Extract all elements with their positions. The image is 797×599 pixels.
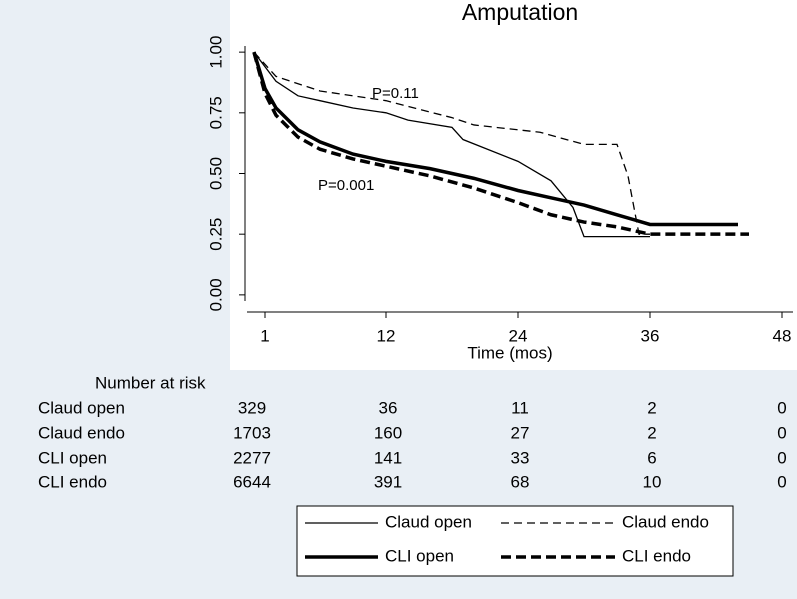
risk-count: 0 <box>777 423 786 442</box>
x-tick-label: 48 <box>773 326 792 345</box>
risk-count: 27 <box>511 423 530 442</box>
x-tick-label: 36 <box>641 326 660 345</box>
legend <box>296 505 734 577</box>
risk-count: 160 <box>374 423 402 442</box>
risk-count: 11 <box>511 398 529 417</box>
risk-count: 2 <box>647 398 656 417</box>
risk-count: 6 <box>647 448 656 467</box>
risk-row-label: CLI open <box>38 448 107 467</box>
risk-count: 36 <box>379 398 398 417</box>
survival-curve <box>253 51 650 235</box>
risk-count: 68 <box>511 472 530 491</box>
risk-count: 329 <box>238 398 266 417</box>
survival-curve <box>252 51 749 236</box>
y-tick-label: 0.50 <box>206 157 225 190</box>
x-tick-label: 12 <box>377 326 396 345</box>
legend-label: Claud open <box>385 512 472 531</box>
risk-count: 6644 <box>233 472 271 491</box>
legend-label: Claud endo <box>622 512 709 531</box>
risk-row-label: Claud open <box>38 398 125 417</box>
risk-count: 0 <box>777 398 786 417</box>
y-tick-label: 0.00 <box>206 278 225 311</box>
risk-count: 33 <box>511 448 530 467</box>
risk-row-label: CLI endo <box>38 472 107 491</box>
risk-count: 0 <box>777 472 786 491</box>
risk-table-title: Number at risk <box>95 373 206 392</box>
y-tick-label: 1.00 <box>206 36 225 69</box>
x-axis-label: Time (mos) <box>467 343 552 362</box>
annotation: P=0.001 <box>318 177 374 194</box>
risk-row-label: Claud endo <box>38 423 125 442</box>
y-tick-label: 0.25 <box>206 218 225 251</box>
annotation: P=0.11 <box>372 85 419 102</box>
risk-count: 1703 <box>233 423 271 442</box>
plot-panel <box>230 0 797 370</box>
legend-label: CLI open <box>385 546 454 565</box>
x-tick-label: 24 <box>509 326 528 345</box>
risk-count: 391 <box>374 472 402 491</box>
x-tick-label: 1 <box>260 326 269 345</box>
risk-count: 10 <box>643 472 662 491</box>
risk-count: 0 <box>777 448 786 467</box>
risk-count: 2277 <box>233 448 271 467</box>
risk-count: 2 <box>647 423 656 442</box>
legend-label: CLI endo <box>622 546 691 565</box>
risk-count: 141 <box>374 448 402 467</box>
chart-title: Amputation <box>462 0 578 25</box>
survival-curve <box>252 51 738 227</box>
y-tick-label: 0.75 <box>206 96 225 129</box>
